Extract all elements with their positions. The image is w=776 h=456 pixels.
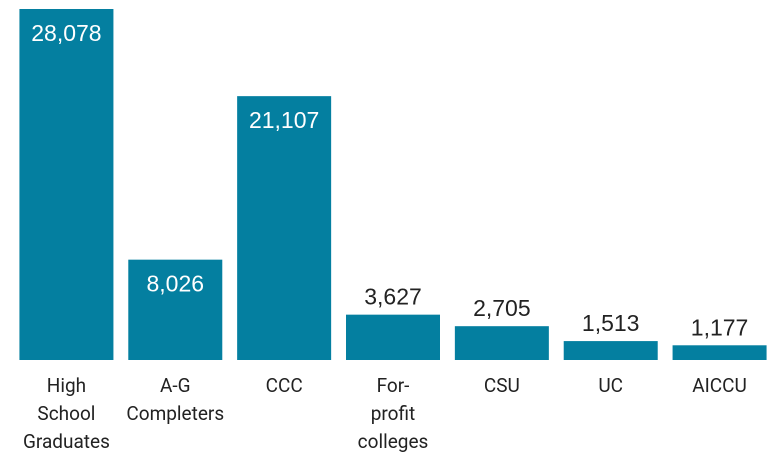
x-tick-label: UC bbox=[598, 374, 624, 397]
bar bbox=[19, 9, 114, 360]
value-label: 21,107 bbox=[249, 107, 319, 133]
value-label: 8,026 bbox=[147, 271, 205, 297]
x-tick-label: AICCU bbox=[692, 374, 747, 397]
bar bbox=[672, 345, 767, 360]
x-tick-label: High School Graduates bbox=[22, 374, 110, 453]
bar bbox=[128, 259, 223, 360]
x-tick-label: CSU bbox=[483, 374, 520, 397]
bar bbox=[237, 96, 332, 360]
x-tick-label: For-profit colleges bbox=[357, 374, 429, 453]
value-label: 2,705 bbox=[473, 295, 531, 321]
value-label: 1,177 bbox=[691, 314, 749, 340]
x-tick-label: A-G Completers bbox=[126, 374, 225, 425]
bar bbox=[454, 326, 549, 360]
x-tick-label: CCC bbox=[265, 374, 303, 397]
bar bbox=[563, 341, 658, 360]
value-label: 1,513 bbox=[582, 310, 640, 336]
value-label: 3,627 bbox=[364, 284, 422, 310]
value-label: 28,078 bbox=[31, 20, 101, 46]
bar bbox=[346, 314, 440, 360]
